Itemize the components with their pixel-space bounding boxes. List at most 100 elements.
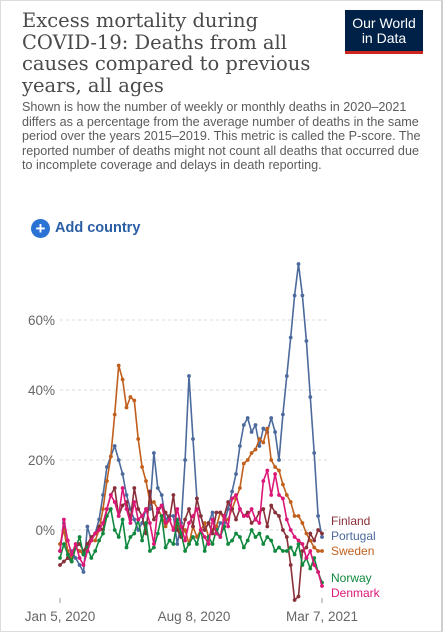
data-point xyxy=(108,493,113,497)
data-point xyxy=(281,528,285,532)
data-point xyxy=(300,542,305,546)
data-point xyxy=(198,514,203,518)
data-point xyxy=(97,538,101,543)
data-point xyxy=(124,545,129,550)
data-point xyxy=(191,535,195,539)
data-point xyxy=(171,542,176,546)
data-point xyxy=(183,528,188,532)
data-point xyxy=(210,510,215,515)
data-point xyxy=(116,514,121,518)
data-point xyxy=(202,535,207,539)
data-point xyxy=(183,549,188,553)
data-point xyxy=(89,556,94,560)
data-point xyxy=(159,503,164,508)
data-point xyxy=(265,426,270,431)
data-point xyxy=(230,496,235,501)
data-point xyxy=(245,458,250,462)
owid-logo[interactable]: Our World in Data xyxy=(345,10,423,54)
data-point xyxy=(316,528,320,532)
data-point xyxy=(296,262,301,266)
data-point xyxy=(101,521,105,525)
data-point xyxy=(159,493,164,497)
data-point xyxy=(148,521,152,525)
data-point xyxy=(105,465,109,469)
data-point xyxy=(105,479,109,483)
data-point xyxy=(277,468,281,473)
data-point xyxy=(261,440,266,445)
data-point xyxy=(296,538,301,543)
data-point xyxy=(269,416,274,420)
data-point xyxy=(300,563,305,567)
data-point xyxy=(163,524,168,529)
data-point xyxy=(93,549,98,553)
data-point xyxy=(284,374,289,378)
data-point xyxy=(320,535,324,539)
data-point xyxy=(316,570,320,574)
data-point xyxy=(112,486,117,490)
data-point xyxy=(140,514,145,518)
data-point xyxy=(152,451,156,455)
data-point xyxy=(93,538,98,543)
data-point xyxy=(284,549,289,553)
data-point xyxy=(214,531,219,536)
data-point xyxy=(292,293,297,298)
data-point xyxy=(187,507,191,511)
data-point xyxy=(304,339,309,343)
data-point xyxy=(175,542,180,546)
data-point xyxy=(269,503,274,508)
data-point xyxy=(187,542,191,546)
series-line xyxy=(59,487,323,601)
data-point xyxy=(62,542,66,546)
data-point xyxy=(124,405,129,410)
data-point xyxy=(292,552,297,557)
add-country-button[interactable]: + Add country xyxy=(31,217,140,239)
data-point xyxy=(273,472,277,476)
data-point xyxy=(277,493,281,497)
data-point xyxy=(281,549,285,553)
data-point xyxy=(261,542,266,546)
data-point xyxy=(304,556,309,560)
data-point xyxy=(69,559,74,564)
data-point xyxy=(62,559,66,564)
data-point xyxy=(210,531,215,536)
data-point xyxy=(97,517,101,522)
data-point xyxy=(296,542,301,546)
data-point xyxy=(183,517,188,522)
data-point xyxy=(245,538,250,543)
data-point xyxy=(167,538,172,543)
logo-text-line1: Our World xyxy=(352,14,416,31)
data-point xyxy=(116,458,121,462)
data-point xyxy=(85,549,90,553)
data-point xyxy=(253,423,258,427)
data-point xyxy=(195,542,199,546)
data-point xyxy=(128,521,133,525)
data-point xyxy=(116,363,121,368)
data-point xyxy=(112,412,117,417)
data-point xyxy=(222,514,227,518)
series-line xyxy=(59,469,323,587)
data-point xyxy=(245,514,250,518)
data-point xyxy=(257,521,262,525)
data-point xyxy=(81,552,86,557)
data-point xyxy=(277,458,281,462)
x-tick-label: Jan 5, 2020 xyxy=(25,609,96,624)
data-point xyxy=(85,542,90,546)
data-point xyxy=(234,472,238,476)
data-point xyxy=(308,531,313,536)
plus-circle-icon: + xyxy=(31,218,50,238)
data-point xyxy=(238,486,242,490)
data-point xyxy=(296,594,301,599)
legend-label-finland: Finland xyxy=(331,514,370,528)
data-point xyxy=(183,458,188,462)
data-point xyxy=(308,549,313,553)
series-denmark xyxy=(58,468,324,588)
data-point xyxy=(249,430,254,434)
chart-subtitle: Shown is how the number of weekly or mon… xyxy=(22,100,421,173)
data-point xyxy=(300,521,305,525)
logo-text-line2: in Data xyxy=(361,29,407,46)
data-point xyxy=(288,500,293,504)
data-point xyxy=(163,521,168,525)
data-point xyxy=(136,528,141,532)
data-point xyxy=(249,528,254,532)
data-point xyxy=(62,517,66,522)
